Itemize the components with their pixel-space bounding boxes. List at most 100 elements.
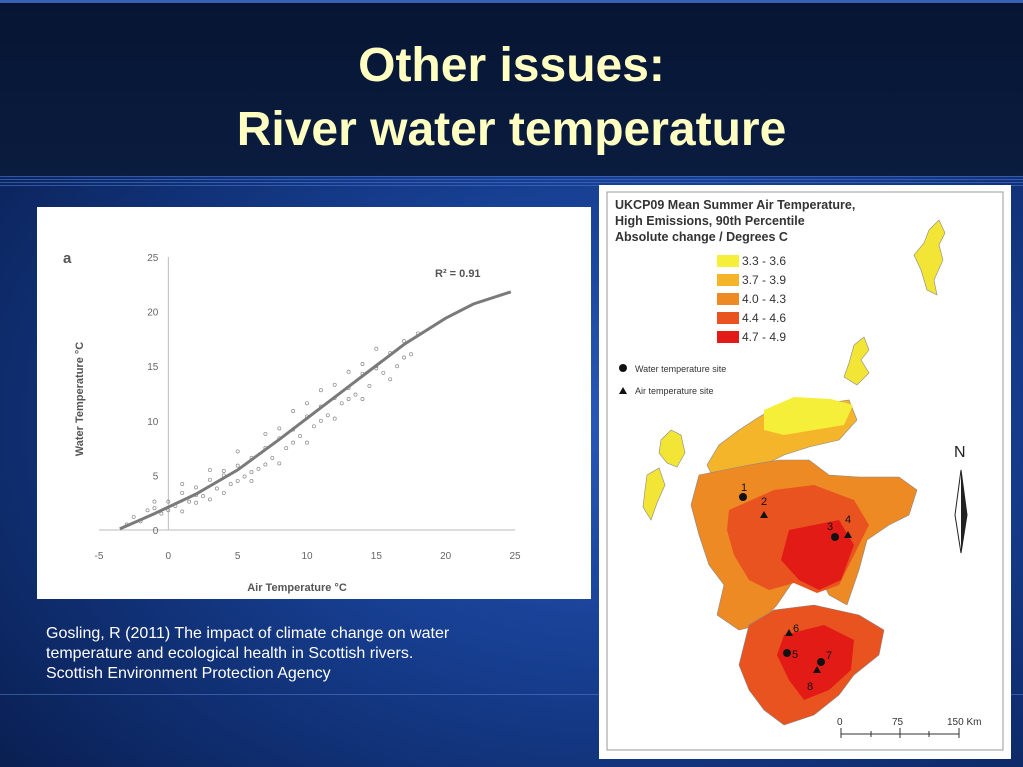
site-label-4: 4: [845, 514, 851, 526]
data-point: [187, 499, 192, 504]
data-point: [235, 449, 240, 454]
data-point: [332, 416, 337, 421]
data-point: [221, 490, 226, 495]
data-point: [270, 455, 275, 460]
data-point: [277, 426, 282, 431]
y-tick-label: 20: [147, 308, 159, 319]
data-point: [214, 486, 219, 491]
legend-label-1: 3.3 - 3.6: [742, 254, 786, 268]
site-label-2: 2: [761, 496, 767, 508]
data-point: [332, 382, 337, 387]
data-point: [305, 440, 309, 445]
air-site-marker-icon: [619, 387, 627, 394]
data-point: [207, 477, 212, 482]
data-point: [346, 369, 351, 374]
data-point: [207, 467, 212, 472]
scotland-map-panel: UKCP09 Mean Summer Air Temperature, High…: [599, 185, 1011, 759]
caption-line-1: Gosling, R (2011) The impact of climate …: [46, 625, 450, 642]
x-tick-label: 5: [235, 551, 241, 562]
north-arrow-icon: N: [954, 444, 968, 554]
data-point: [339, 401, 344, 406]
data-point: [180, 490, 185, 495]
x-tick-label: 0: [166, 551, 172, 562]
scale-label-150: 150 Km: [947, 717, 981, 728]
legend-swatch-2: [717, 274, 739, 286]
site-marker-2: [760, 511, 768, 518]
data-point: [228, 482, 233, 487]
data-point: [409, 352, 413, 357]
data-point: [263, 462, 268, 467]
temperature-sites: 1 2 3 4 5 6 7 8: [739, 482, 852, 693]
title-band: Other issues: River water temperature: [0, 0, 1023, 186]
chart-points: [124, 331, 420, 527]
water-site-marker-icon: [619, 364, 627, 372]
data-point: [180, 482, 185, 487]
legend-swatch-5: [717, 331, 739, 343]
site-label-8: 8: [807, 681, 813, 693]
data-point: [318, 388, 323, 393]
divider-lines: [0, 694, 1023, 697]
data-point: [374, 346, 379, 351]
data-point: [152, 506, 157, 511]
map-title-line-2: High Emissions, 90th Percentile: [615, 214, 805, 228]
map-islands: [642, 219, 946, 521]
scatter-chart-panel: a -5 0 5 10 15 20 25 0 5 10 15 20 25 R² = 0.91 Air T…: [37, 207, 591, 599]
scale-label-0: 0: [837, 717, 843, 728]
data-point: [388, 377, 393, 382]
site-marker-8: [813, 666, 821, 673]
data-point: [291, 409, 296, 413]
map-frame: [606, 191, 1004, 751]
y-tick-label: 10: [147, 417, 159, 428]
data-point: [284, 446, 289, 451]
map-legend: 3.3 - 3.6 3.7 - 3.9 4.0 - 4.3 4.4 - 4.6 …: [619, 254, 786, 396]
site-label-1: 1: [741, 482, 747, 494]
data-point: [166, 499, 171, 504]
legend-label-5: 4.7 - 4.9: [742, 330, 786, 344]
data-point: [318, 418, 323, 423]
site-label-3: 3: [827, 521, 833, 533]
data-point: [311, 424, 316, 429]
data-point: [395, 364, 400, 369]
data-point: [235, 478, 240, 483]
site-label-5: 5: [792, 649, 798, 661]
x-tick-label: 10: [301, 551, 313, 562]
site-marker-5: [783, 649, 791, 657]
data-point: [249, 478, 254, 483]
data-point: [360, 362, 365, 366]
trend-line: [119, 290, 512, 531]
data-point: [263, 431, 268, 436]
legend-label-2: 3.7 - 3.9: [742, 273, 786, 287]
chart-axes: -5 0 5 10 15 20 25 0 5 10 15 20 25: [95, 253, 521, 562]
data-point: [346, 397, 351, 401]
data-point: [305, 401, 309, 406]
site-label-6: 6: [793, 623, 799, 635]
y-tick-label: 5: [153, 471, 159, 482]
water-site-legend-label: Water temperature site: [635, 364, 726, 374]
x-axis-label: Air Temperature °C: [247, 582, 347, 594]
slide-title-line2: River water temperature: [236, 103, 787, 156]
data-point: [277, 461, 282, 466]
data-point: [221, 469, 226, 473]
data-point: [360, 397, 365, 401]
legend-label-4: 4.4 - 4.6: [742, 311, 786, 325]
r-squared-annotation: R² = 0.91: [435, 268, 481, 280]
site-marker-6: [785, 629, 793, 636]
x-tick-label: 25: [509, 551, 521, 562]
site-marker-3: [831, 533, 839, 541]
air-site-legend-label: Air temperature site: [635, 386, 714, 396]
data-point: [249, 470, 254, 475]
data-point: [367, 383, 372, 388]
data-point: [152, 499, 157, 504]
site-label-7: 7: [826, 650, 832, 662]
map-title-line-3: Absolute change / Degrees C: [615, 230, 788, 244]
scotland-mainland: [690, 397, 918, 726]
x-tick-label: 20: [440, 551, 452, 562]
data-point: [242, 474, 247, 479]
data-point: [131, 514, 136, 519]
data-point: [325, 413, 330, 418]
panel-label: a: [63, 250, 72, 267]
data-point: [180, 509, 185, 514]
y-tick-label: 15: [147, 362, 159, 373]
scale-bar: 0 75 150 Km: [837, 717, 981, 738]
legend-label-3: 4.0 - 4.3: [742, 292, 786, 306]
